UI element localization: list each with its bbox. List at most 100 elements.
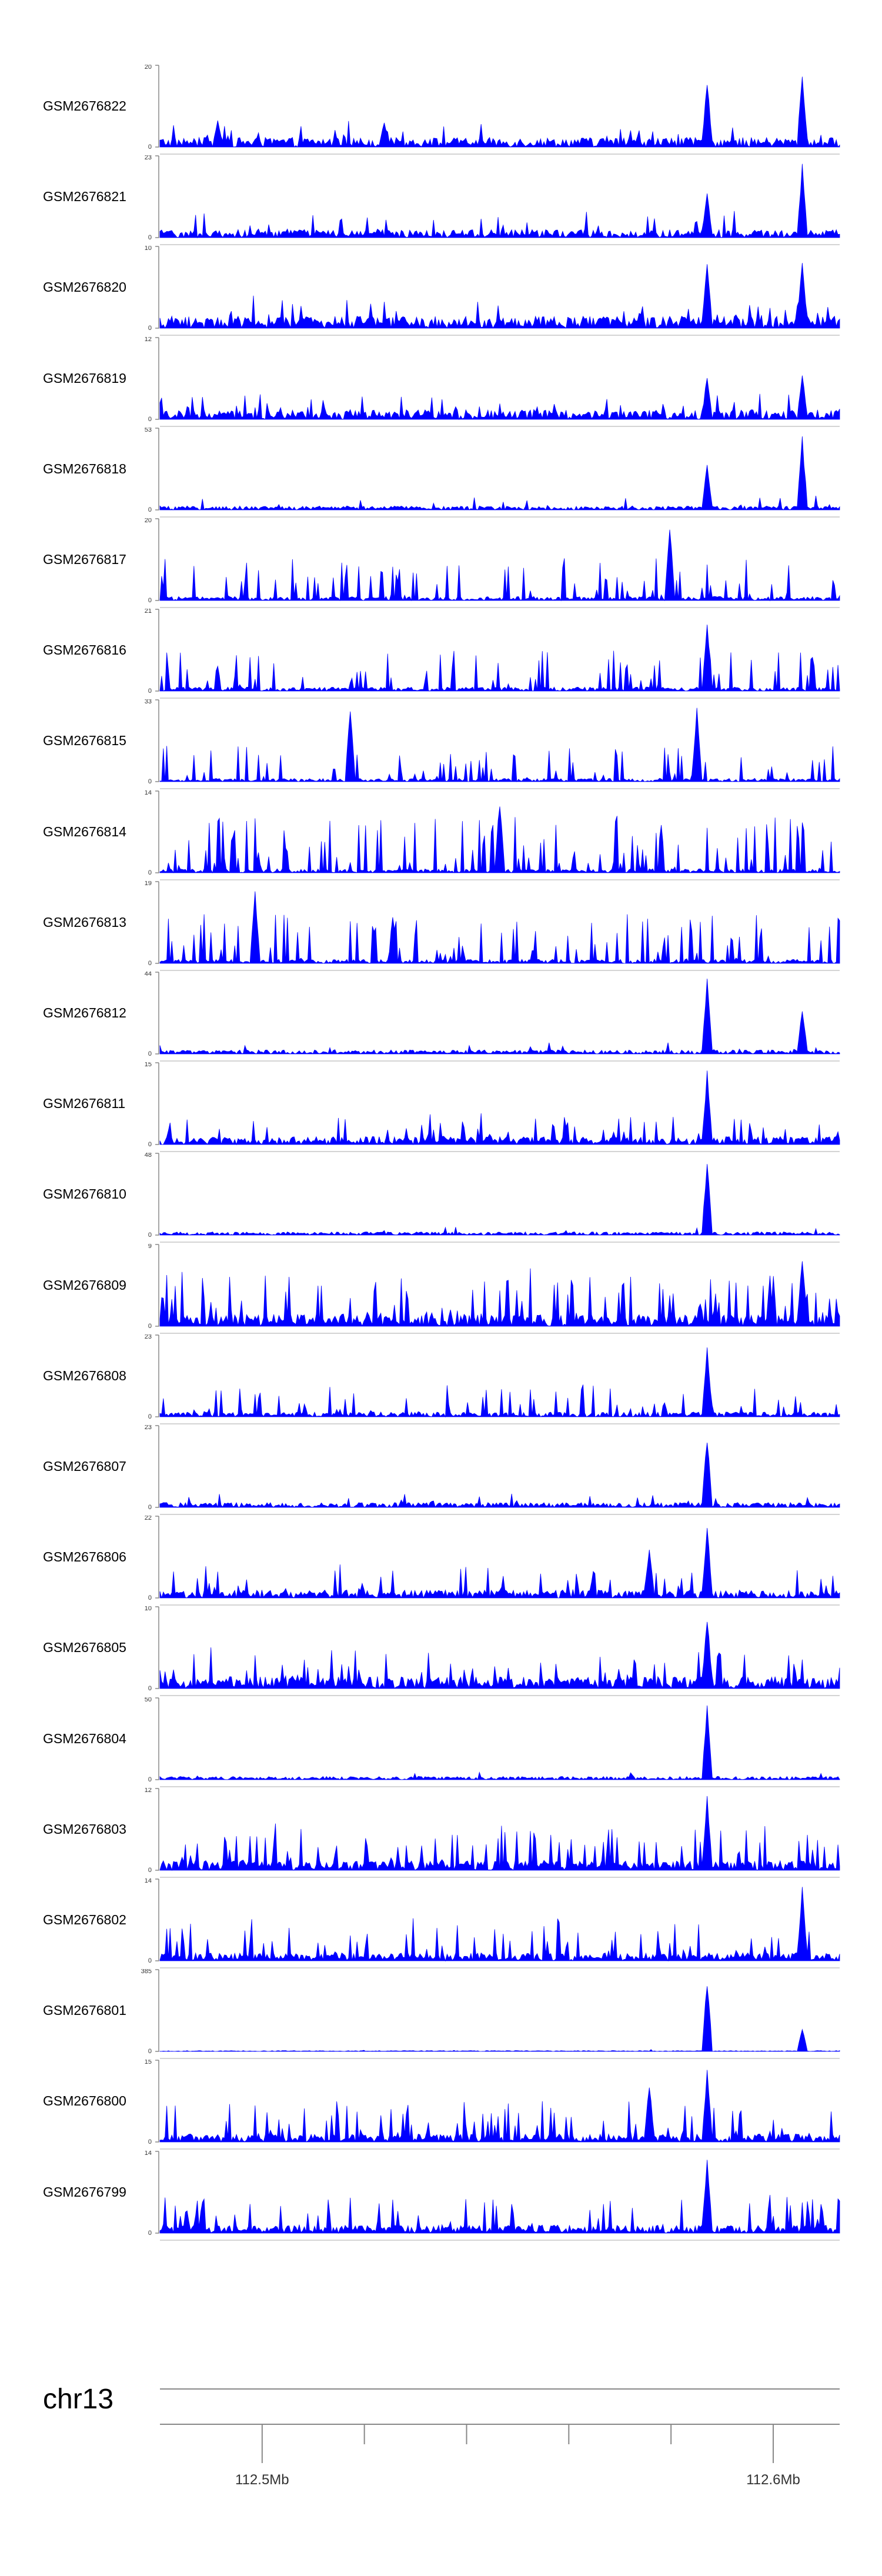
track-label: GSM2676817 (43, 552, 126, 567)
track-plot: 21 0 (145, 609, 840, 699)
track-plot: 33 0 (145, 699, 840, 789)
signal-area (159, 891, 840, 964)
track-GSM2676814: GSM2676814 14 0 (0, 790, 882, 881)
track-plot: 44 0 (145, 972, 840, 1062)
y-min-label: 0 (148, 2048, 152, 2055)
y-min-label: 0 (148, 1957, 152, 1964)
y-max-label: 14 (145, 790, 152, 796)
y-axis-line (155, 609, 159, 692)
y-axis-line (155, 428, 159, 510)
track-GSM2676806: GSM2676806 22 0 (0, 1516, 882, 1606)
signal-area (159, 1796, 840, 1871)
x-tick-label: 112.6Mb (746, 2472, 800, 2488)
track-GSM2676815: GSM2676815 33 0 (0, 699, 882, 790)
signal-area (159, 625, 840, 692)
track-plot: 53 0 (145, 428, 840, 518)
track-label: GSM2676816 (43, 642, 126, 658)
y-axis-line (155, 881, 159, 964)
y-min-label: 0 (148, 1867, 152, 1874)
track-label: GSM2676814 (43, 823, 126, 839)
y-axis-line (155, 790, 159, 873)
track-GSM2676799: GSM2676799 14 0 (0, 2151, 882, 2241)
y-axis-line (155, 1697, 159, 1780)
track-GSM2676821: GSM2676821 23 0 (0, 155, 882, 246)
y-max-label: 14 (145, 1878, 152, 1884)
y-max-label: 23 (145, 1425, 152, 1431)
track-GSM2676809: GSM2676809 9 0 (0, 1244, 882, 1334)
track-GSM2676804: GSM2676804 50 0 (0, 1697, 882, 1788)
signal-area (159, 1164, 840, 1236)
track-label: GSM2676800 (43, 2093, 126, 2109)
y-min-label: 0 (148, 1232, 152, 1239)
y-axis-line (155, 1153, 159, 1236)
signal-area (159, 76, 840, 148)
y-axis-line (155, 2150, 159, 2234)
track-plot: 10 0 (145, 246, 840, 336)
track-label: GSM2676807 (43, 1459, 126, 1474)
y-min-label: 0 (148, 325, 152, 332)
track-label: GSM2676818 (43, 461, 126, 476)
signal-tracks: GSM2676822 20 0 GSM2676821 23 0 GSM2676820 10 0 G… (0, 65, 882, 2241)
y-min-label: 0 (148, 144, 152, 151)
track-label: GSM2676810 (43, 1186, 126, 1202)
track-GSM2676807: GSM2676807 23 0 (0, 1425, 882, 1516)
y-max-label: 12 (145, 337, 152, 343)
y-axis-line (155, 1334, 159, 1417)
y-max-label: 10 (145, 246, 152, 252)
y-axis-line (155, 1788, 159, 1871)
y-axis-line (155, 336, 159, 420)
track-label: GSM2676802 (43, 1912, 126, 1927)
y-min-label: 0 (148, 1685, 152, 1692)
track-plot: 23 0 (145, 1425, 840, 1515)
y-axis-line (155, 246, 159, 329)
signal-area (159, 1887, 840, 1962)
signal-area (159, 806, 840, 873)
track-label: GSM2676805 (43, 1640, 126, 1656)
y-axis-line (155, 2060, 159, 2143)
track-label: GSM2676820 (43, 279, 126, 295)
track-GSM2676803: GSM2676803 12 0 (0, 1788, 882, 1878)
y-min-label: 0 (148, 1050, 152, 1057)
y-axis-line (155, 1878, 159, 1961)
track-GSM2676802: GSM2676802 14 0 (0, 1878, 882, 1969)
track-plot: 12 0 (145, 1788, 840, 1878)
track-GSM2676800: GSM2676800 15 0 (0, 2060, 882, 2150)
track-label: GSM2676804 (43, 1730, 126, 1746)
y-max-label: 14 (145, 2151, 152, 2157)
track-plot: 23 0 (145, 1334, 840, 1424)
y-max-label: 9 (148, 1244, 152, 1250)
track-plot: 48 0 (145, 1153, 840, 1243)
y-axis-line (155, 1516, 159, 1599)
y-axis-line (155, 65, 159, 148)
track-plot: 22 0 (145, 1516, 840, 1606)
y-min-label: 0 (148, 778, 152, 785)
y-axis-line (155, 699, 159, 783)
y-max-label: 22 (145, 1516, 152, 1521)
signal-area (159, 2159, 840, 2234)
y-max-label: 15 (145, 2060, 152, 2066)
track-label: GSM2676808 (43, 1367, 126, 1383)
y-max-label: 10 (145, 1606, 152, 1612)
y-axis-line (155, 1425, 159, 1508)
y-axis-line (155, 1243, 159, 1327)
track-label: GSM2676822 (43, 98, 126, 114)
signal-area (159, 263, 840, 329)
signal-area (159, 1705, 840, 1780)
track-plot: 12 0 (145, 336, 840, 427)
x-tick-label: 112.5Mb (235, 2472, 289, 2488)
genome-axis: 112.5Mb 112.6Mb (0, 2358, 882, 2576)
track-plot: 20 0 (145, 65, 840, 155)
signal-area (159, 1622, 840, 1690)
track-GSM2676813: GSM2676813 19 0 (0, 881, 882, 972)
y-max-label: 23 (145, 155, 152, 161)
track-plot: 50 0 (145, 1697, 840, 1787)
track-label: GSM2676815 (43, 733, 126, 749)
track-label: GSM2676799 (43, 2184, 126, 2200)
track-plot: 23 0 (145, 155, 840, 245)
signal-area (159, 1528, 840, 1599)
signal-area (159, 2070, 840, 2143)
track-GSM2676817: GSM2676817 20 0 (0, 518, 882, 609)
y-max-label: 20 (145, 65, 152, 71)
track-GSM2676818: GSM2676818 53 0 (0, 428, 882, 518)
y-min-label: 0 (148, 506, 152, 513)
